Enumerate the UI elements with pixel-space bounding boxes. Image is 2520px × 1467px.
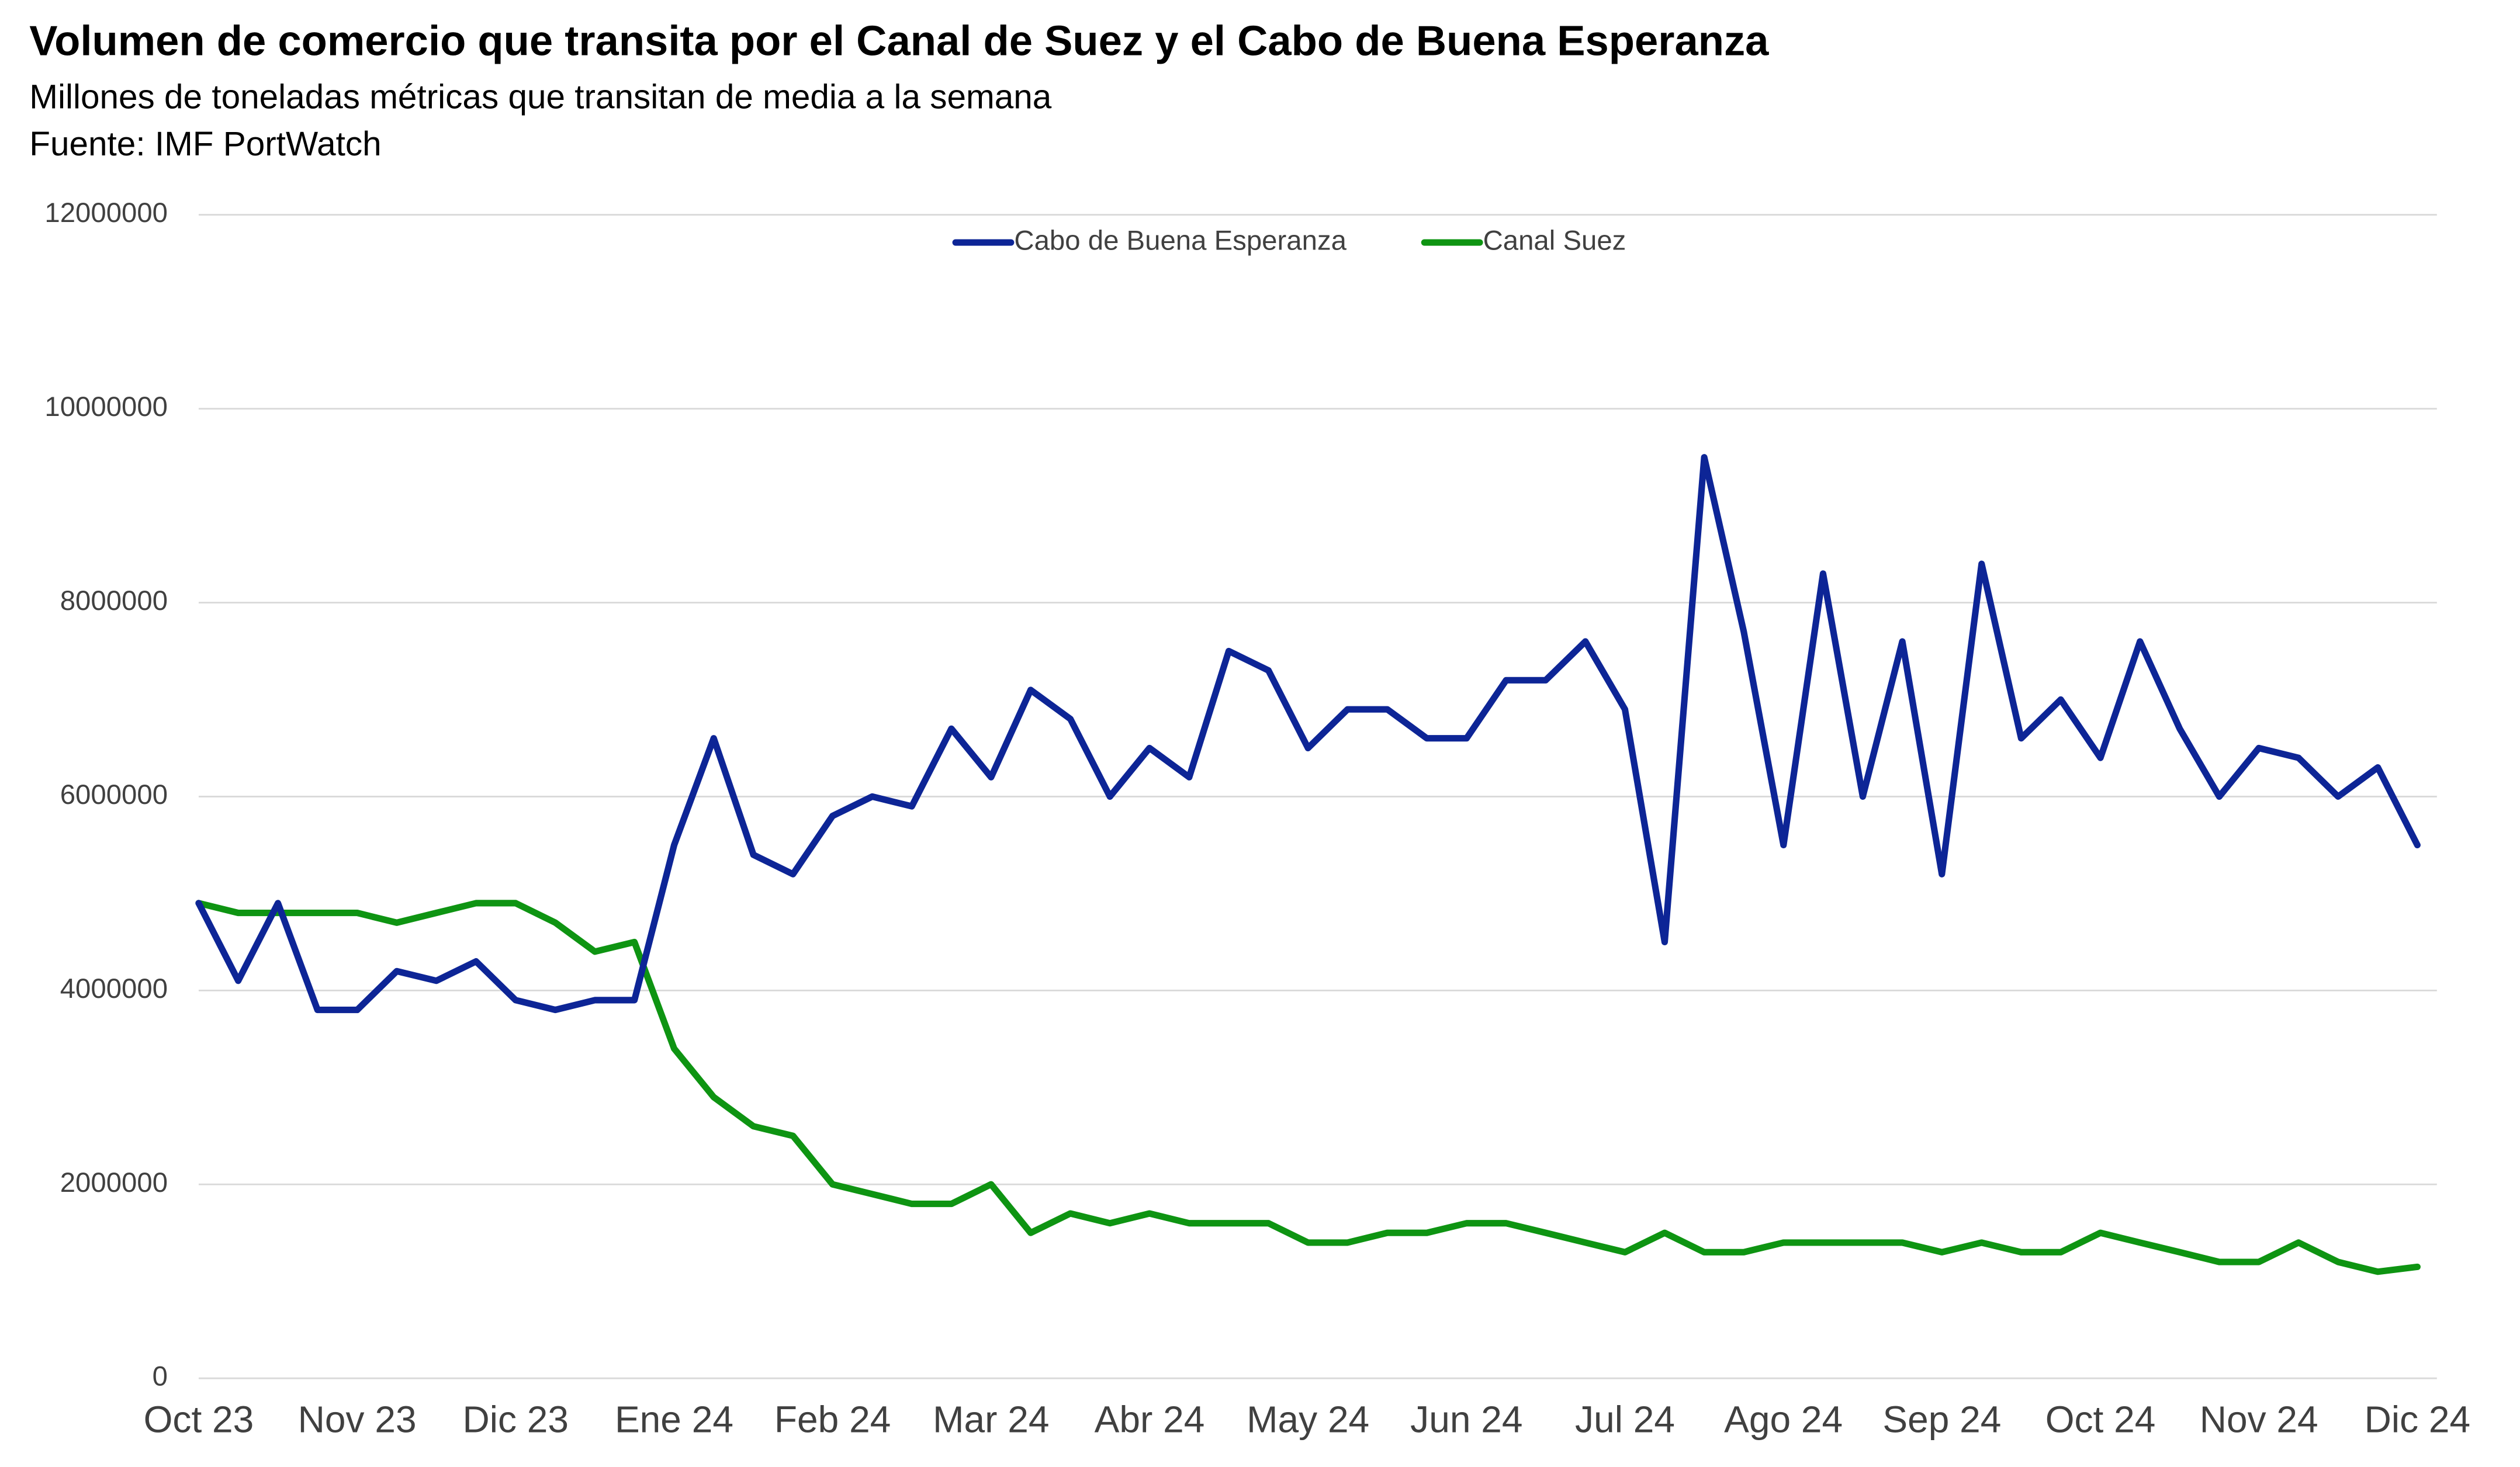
x-tick-label: Jun 24 bbox=[1410, 1398, 1522, 1440]
x-tick-label: Dic 23 bbox=[463, 1398, 569, 1440]
x-tick-label: Dic 24 bbox=[2365, 1398, 2471, 1440]
y-tick-label: 0 bbox=[153, 1361, 168, 1392]
y-tick-label: 12000000 bbox=[44, 197, 168, 228]
legend-label: Canal Suez bbox=[1483, 226, 1626, 256]
y-tick-label: 8000000 bbox=[60, 585, 168, 616]
x-tick-label: Abr 24 bbox=[1095, 1398, 1205, 1440]
chart-source: Fuente: IMF PortWatch bbox=[29, 125, 381, 163]
line-series bbox=[195, 454, 2421, 1014]
x-tick-label: Sep 24 bbox=[1882, 1398, 2001, 1440]
x-tick-label: Mar 24 bbox=[933, 1398, 1049, 1440]
line-series bbox=[195, 900, 2421, 1275]
y-tick-label: 6000000 bbox=[60, 779, 168, 810]
chart-subtitle: Millones de toneladas métricas que trans… bbox=[29, 78, 1051, 116]
x-tick-label: Jul 24 bbox=[1575, 1398, 1675, 1440]
y-tick-label: 2000000 bbox=[60, 1167, 168, 1198]
x-tick-label: Ene 24 bbox=[615, 1398, 733, 1440]
chart-title: Volumen de comercio que transita por el … bbox=[29, 17, 1769, 64]
y-tick-label: 4000000 bbox=[60, 973, 168, 1004]
x-tick-label: Nov 24 bbox=[2200, 1398, 2318, 1440]
x-tick-label: Nov 23 bbox=[298, 1398, 417, 1440]
x-tick-label: Ago 24 bbox=[1724, 1398, 1843, 1440]
x-tick-label: May 24 bbox=[1247, 1398, 1369, 1440]
x-tick-label: Feb 24 bbox=[774, 1398, 891, 1440]
y-tick-label: 10000000 bbox=[44, 391, 168, 422]
legend-label: Cabo de Buena Esperanza bbox=[1014, 226, 1346, 256]
x-tick-label: Oct 23 bbox=[144, 1398, 254, 1440]
x-tick-label: Oct 24 bbox=[2045, 1398, 2156, 1440]
